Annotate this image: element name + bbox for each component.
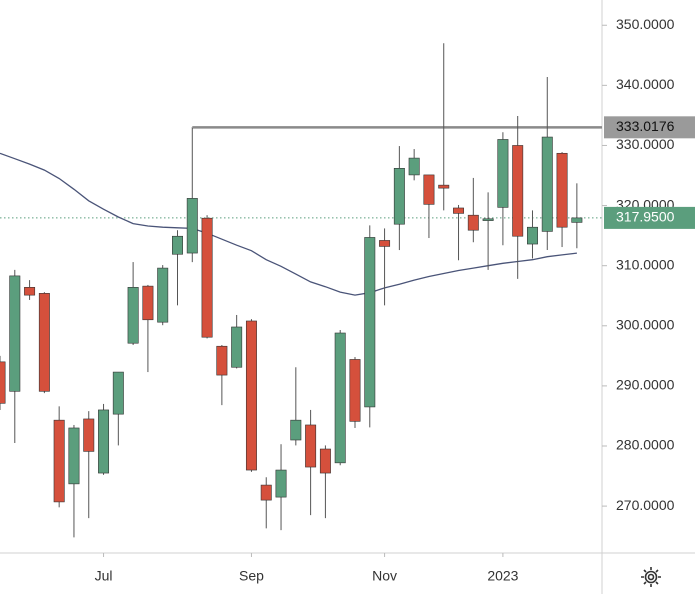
y-tick-label: 300.0000 [616, 316, 675, 332]
candle-body [408, 157, 420, 176]
x-tick-label: Nov [372, 568, 397, 584]
candle-body [438, 184, 450, 189]
candle-body [68, 427, 80, 485]
candle-body [571, 217, 583, 223]
candle-body [512, 145, 524, 237]
candle-body [172, 235, 183, 255]
y-tick-label: 350.0000 [616, 16, 675, 32]
candle-body [186, 198, 198, 254]
level-label-box [604, 116, 695, 139]
y-tick-label: 280.0000 [616, 437, 675, 453]
level-label: 333.0176 [616, 118, 675, 134]
candle-body [112, 371, 124, 415]
candle-body [423, 174, 435, 205]
candle-body [467, 214, 479, 231]
candle-body [334, 332, 346, 464]
candle-body [349, 359, 361, 422]
candle-body [275, 469, 287, 498]
candle-body [497, 139, 509, 208]
candle-body [527, 226, 538, 245]
candle-body [305, 424, 317, 468]
candle-body [9, 275, 21, 392]
candle-body [231, 326, 243, 368]
y-tick-label: 270.0000 [616, 497, 675, 513]
candle-body [245, 320, 257, 471]
candle-body [556, 152, 568, 228]
candle-body [453, 207, 465, 214]
candle-body [98, 409, 110, 474]
candle-body [157, 267, 169, 323]
candle-body [142, 285, 154, 321]
y-tick-label: 310.0000 [616, 256, 675, 272]
last-price-box [604, 206, 695, 229]
y-tick-label: 340.0000 [616, 76, 675, 92]
candle-body [201, 217, 213, 338]
x-tick-label: Sep [239, 568, 264, 584]
candle-body [38, 293, 50, 392]
moving-average-line [0, 152, 577, 296]
candle-body [0, 361, 6, 404]
plot-area [0, 43, 602, 538]
candle-body [53, 419, 65, 503]
last-price-label: 317.9500 [616, 209, 675, 225]
candle-body [379, 240, 391, 247]
settings-icon[interactable] [641, 567, 661, 587]
candle-body [393, 168, 405, 225]
y-tick-label: 290.0000 [616, 377, 675, 393]
candle-body [364, 237, 376, 408]
candle-body [482, 218, 494, 221]
x-tick-label: 2023 [487, 568, 518, 584]
candle-body [216, 345, 228, 376]
x-tick-label: Jul [95, 568, 113, 584]
candle-body [83, 418, 95, 452]
candle-body [260, 484, 272, 501]
candle-body [24, 287, 36, 296]
candle-body [541, 136, 553, 232]
candle-body [127, 287, 139, 344]
candle-body [319, 448, 331, 474]
y-tick-label: 330.0000 [616, 136, 675, 152]
candle-body [290, 419, 302, 441]
